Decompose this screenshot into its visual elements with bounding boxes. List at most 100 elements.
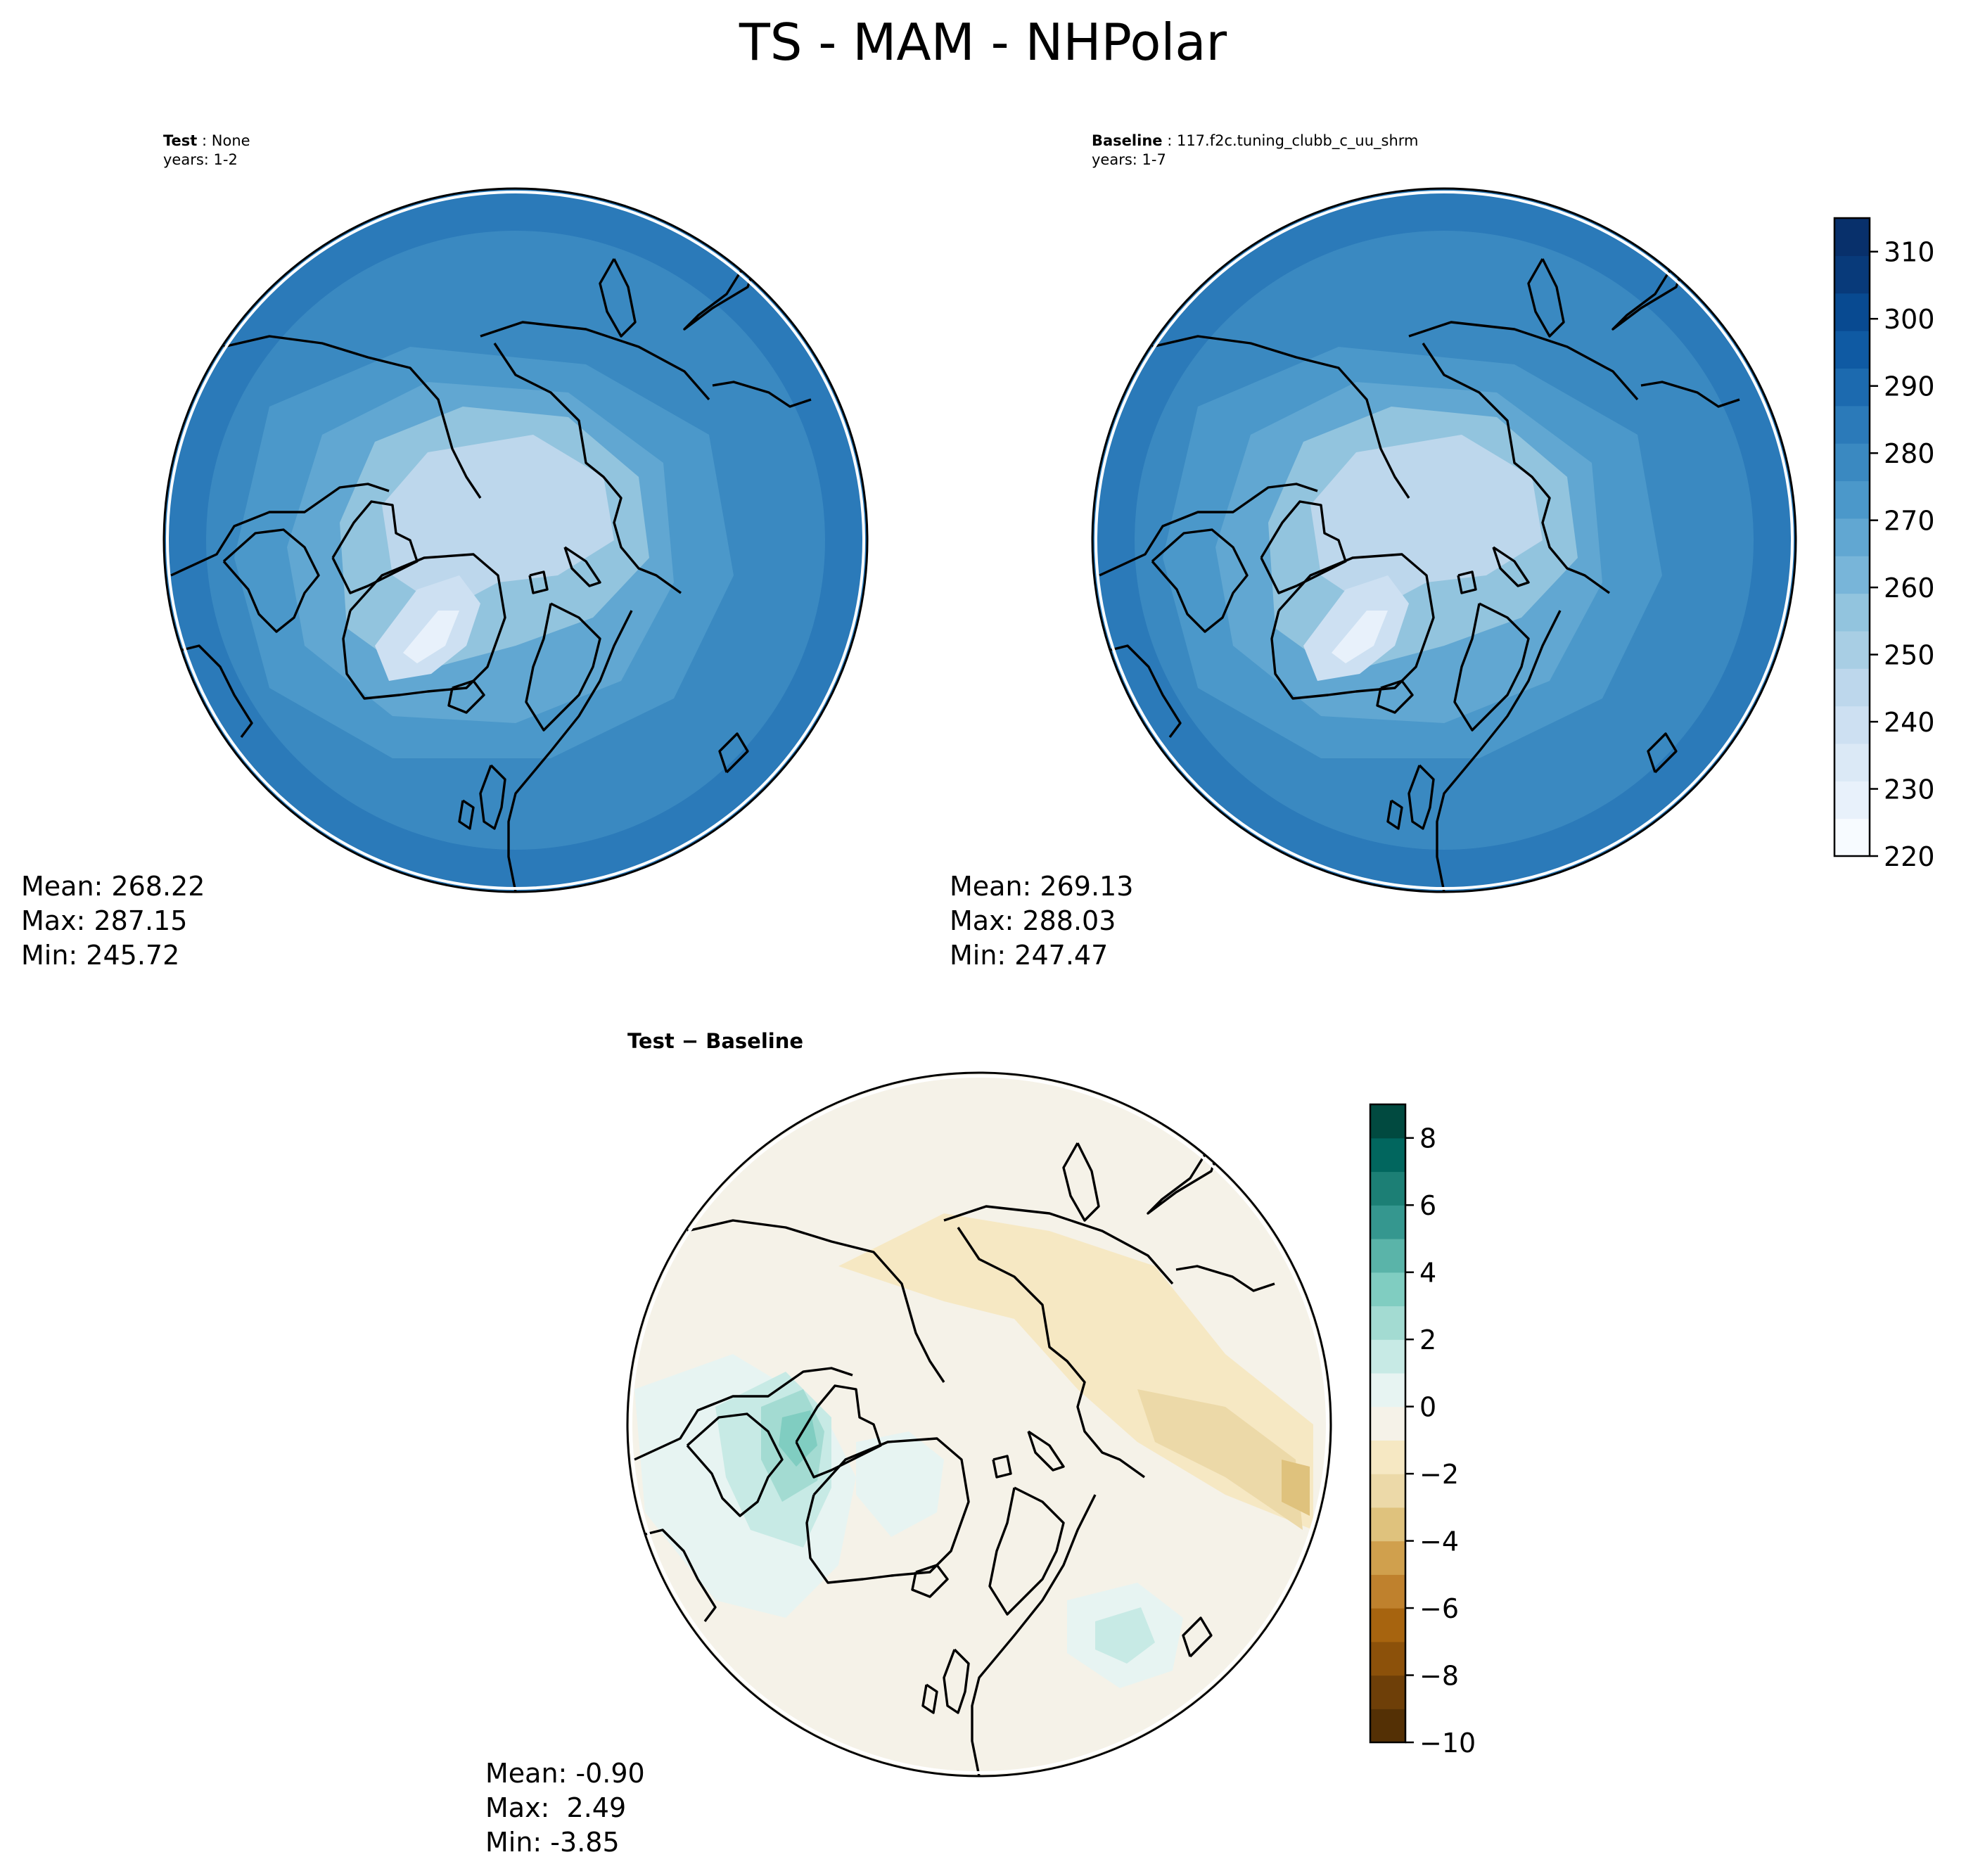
diff-coast-siberiaCoast xyxy=(957,1227,1145,1479)
diff-field-tan3 xyxy=(1282,1460,1310,1516)
diff-field-teal-europe2 xyxy=(1095,1607,1155,1664)
test-coast-canadaArch xyxy=(331,500,419,594)
baseline-coastlines xyxy=(1099,258,1740,892)
test-coast-siberia xyxy=(480,321,710,401)
diff-coastlines xyxy=(634,1142,1275,1776)
diff-colorbar-segment xyxy=(1370,1306,1405,1340)
diff-coast-iceland xyxy=(911,1564,949,1598)
baseline-min: Min: 247.47 xyxy=(950,940,1109,971)
baseline-coast-scandinavia xyxy=(1453,602,1530,732)
diff-label-test: Test xyxy=(627,1029,675,1053)
baseline-coast-alaska xyxy=(1151,335,1410,499)
test-coast-siberiaCoast xyxy=(493,343,682,594)
abs-colorbar-tick-label: 310 xyxy=(1884,237,1935,268)
diff-colorbar-segment xyxy=(1370,1104,1405,1139)
test-coast-hudson xyxy=(222,528,320,633)
diff-map xyxy=(626,1071,1332,1778)
diff-colorbar-segment xyxy=(1370,1205,1405,1239)
baseline-coast-labrador xyxy=(1099,644,1182,739)
diff-coast-siberia xyxy=(943,1205,1174,1285)
test-coast-europe xyxy=(507,610,633,892)
abs-colorbar-segment xyxy=(1834,331,1870,369)
diff-coast-canadaArch xyxy=(795,1384,882,1479)
diff-colorbar-segment xyxy=(1370,1540,1405,1575)
abs-colorbar-segment xyxy=(1834,218,1870,256)
diff-coast-sea xyxy=(1182,1616,1213,1658)
test-coast-ireland xyxy=(458,799,475,830)
test-coast-scandinavia xyxy=(525,602,601,732)
diff-colorbar-tick-label: 0 xyxy=(1419,1392,1436,1423)
diff-field-greenland xyxy=(856,1431,944,1537)
baseline-coast-canadaArch xyxy=(1260,500,1347,594)
baseline-coast-asiaEast xyxy=(1640,381,1740,408)
diff-coast-scandinavia xyxy=(988,1486,1065,1616)
baseline-field-arctic xyxy=(1310,435,1543,611)
test-coast-britain xyxy=(479,764,506,830)
diff-colorbar-tick-label: 2 xyxy=(1419,1325,1436,1355)
diff-colorbar-tick-label: 6 xyxy=(1419,1190,1436,1221)
test-map-border xyxy=(162,187,869,893)
test-mean: Mean: 268.22 xyxy=(21,871,205,902)
diff-colorbar-segment xyxy=(1370,1675,1405,1709)
diff-colorbar-segment xyxy=(1370,1137,1405,1173)
test-coast-svalbard xyxy=(528,570,549,594)
diff-colorbar-tick-label: −10 xyxy=(1419,1728,1476,1759)
baseline-coast-svalbard xyxy=(1457,570,1477,594)
test-subtitle: Test : None years: 1-2 xyxy=(163,132,250,168)
diff-colorbar-segment xyxy=(1370,1440,1405,1474)
diff-colorbar-segment xyxy=(1370,1339,1405,1374)
baseline-name: 117.f2c.tuning_clubb_c_uu_shrm xyxy=(1176,132,1419,149)
baseline-stats: Mean: 269.13 Max: 288.03 Min: 247.47 xyxy=(950,869,1133,973)
diff-coast-europe xyxy=(971,1494,1097,1776)
baseline-coast-britain xyxy=(1408,764,1435,830)
abs-colorbar-segment xyxy=(1834,743,1870,781)
baseline-label: Baseline xyxy=(1092,132,1163,149)
baseline-coast-greenland xyxy=(1270,553,1435,700)
baseline-coast-sea xyxy=(1647,732,1678,774)
diff-colorbar-tick-label: −6 xyxy=(1419,1593,1459,1624)
abs-colorbar-tick-label: 240 xyxy=(1884,707,1935,738)
abs-colorbar-segment xyxy=(1834,480,1870,519)
test-years: years: 1-2 xyxy=(163,151,238,168)
diff-subtitle: Test − Baseline xyxy=(627,1029,804,1053)
baseline-map-border xyxy=(1091,187,1797,893)
diff-stats: Mean: -0.90 Max: 2.49 Min: -3.85 xyxy=(485,1756,645,1860)
diff-coast-kamchatka xyxy=(1062,1142,1100,1222)
abs-colorbar-tick-label: 260 xyxy=(1884,573,1935,604)
baseline-map-rim xyxy=(1094,191,1794,890)
diff-label-baseline: Baseline xyxy=(706,1029,804,1053)
diff-colorbar-tick-label: −2 xyxy=(1419,1459,1459,1490)
diff-coast-asiaEast xyxy=(1175,1265,1275,1292)
diff-colorbar-tick-label: 4 xyxy=(1419,1258,1436,1289)
diff-field-tan2 xyxy=(1137,1389,1303,1530)
diff-mean: Mean: -0.90 xyxy=(485,1758,645,1789)
diff-coast-greenland xyxy=(805,1437,970,1584)
diff-coast-alaskaPen xyxy=(1147,1149,1220,1215)
diff-map-rim xyxy=(630,1075,1329,1774)
diff-colorbar-tick-label: −4 xyxy=(1419,1526,1459,1557)
diff-colorbar-segment xyxy=(1370,1507,1405,1542)
figure-title: TS - MAM - NHPolar xyxy=(739,13,1227,72)
abs-colorbar-tick-label: 300 xyxy=(1884,304,1935,335)
abs-colorbar-segment xyxy=(1834,630,1870,669)
diff-coast-britain xyxy=(943,1648,970,1714)
baseline-coast-kamchatka xyxy=(1527,258,1565,338)
baseline-coast-northAmerica xyxy=(1099,483,1318,577)
test-coast-alaska xyxy=(223,335,482,499)
test-map-rim xyxy=(166,191,865,890)
diff-coast-ireland xyxy=(921,1683,938,1714)
diff-colorbar-segment xyxy=(1370,1406,1405,1441)
test-min: Min: 245.72 xyxy=(21,940,180,971)
abs-colorbar-frame xyxy=(1833,217,1871,857)
abs-colorbar-tick-label: 290 xyxy=(1884,371,1935,402)
diff-colorbar-tick-label: 8 xyxy=(1419,1123,1436,1154)
baseline-coast-alaskaPen xyxy=(1611,265,1685,331)
diff-colorbar-segment xyxy=(1370,1372,1405,1408)
test-coast-greenland xyxy=(342,553,506,700)
diff-colorbar-segment xyxy=(1370,1641,1405,1676)
test-map xyxy=(162,187,869,893)
test-coast-novaya xyxy=(563,546,601,587)
abs-colorbar-segment xyxy=(1834,443,1870,482)
diff-coast-hudson xyxy=(686,1412,784,1517)
